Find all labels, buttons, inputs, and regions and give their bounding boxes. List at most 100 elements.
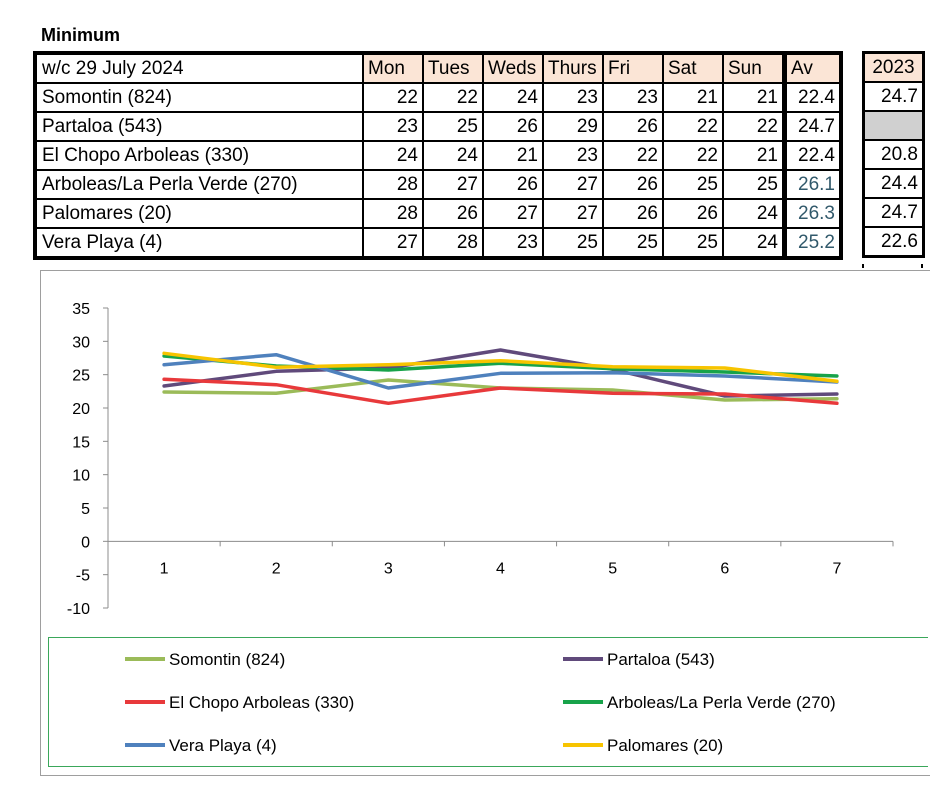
legend-item: Vera Playa (4): [125, 736, 277, 756]
y-tick-label: 35: [72, 301, 90, 318]
legend-item: Somontin (824): [125, 650, 285, 670]
average-cell: 26.1: [784, 169, 842, 200]
year-row: [862, 110, 925, 141]
temperature-cell: 25: [422, 111, 484, 142]
av-row: 22.4: [784, 140, 842, 171]
temperature-cell: 24: [362, 140, 424, 171]
legend-swatch: [563, 656, 603, 661]
x-tick-label: 6: [720, 560, 729, 577]
temperature-cell: 26: [602, 169, 664, 200]
legend-label: Vera Playa (4): [169, 736, 277, 755]
temperature-cell: 23: [482, 227, 544, 259]
week-label: w/c 29 July 2024: [34, 52, 364, 84]
y-tick-label: 0: [81, 534, 90, 551]
table-row: Partaloa (543) 23 25 26 29 26 22 22: [34, 111, 785, 142]
legend-item: El Chopo Arboleas (330): [125, 693, 354, 713]
temperature-cell: 26: [602, 198, 664, 229]
day-header: Sun: [722, 52, 785, 84]
table-header-row: w/c 29 July 2024 Mon Tues Weds Thurs Fri Sat Su…: [34, 52, 785, 84]
av-row: 22.4: [784, 82, 842, 113]
series-line-2: [162, 377, 839, 406]
temperature-cell: 23: [542, 140, 604, 171]
temperature-cell: 26: [662, 198, 724, 229]
x-tick-label: 4: [496, 560, 505, 577]
temperature-cell: 23: [362, 111, 424, 142]
y-tick-label: 10: [72, 468, 90, 485]
y-tick-label: 30: [72, 334, 90, 351]
table-row: Palomares (20) 28 26 27 27 26 26 24: [34, 198, 785, 229]
av-row: 24.7: [784, 111, 842, 142]
x-tick-label: 5: [608, 560, 617, 577]
x-tick-label: 7: [832, 560, 841, 577]
av-header-row: Av: [784, 52, 842, 84]
table-row: El Chopo Arboleas (330) 24 24 21 23 22 22 21: [34, 140, 785, 171]
legend-swatch: [563, 699, 603, 704]
y-tick-label: 5: [81, 501, 90, 518]
station-name: Arboleas/La Perla Verde (270): [34, 169, 364, 200]
y-tick-label: 15: [72, 434, 90, 451]
day-header: Mon: [362, 52, 424, 84]
day-header: Thurs: [542, 52, 604, 84]
temperature-cell: 22: [362, 82, 424, 113]
temperature-cell: 28: [362, 198, 424, 229]
previous-year-table-tail: [862, 264, 923, 268]
series-line-1: [162, 348, 839, 398]
day-header: Tues: [422, 52, 484, 84]
x-tick-label: 2: [272, 560, 281, 577]
temperature-cell: 25: [542, 227, 604, 259]
temperature-cell: 25: [662, 169, 724, 200]
series-line-4: [162, 352, 839, 390]
x-tick-label: 3: [384, 560, 393, 577]
temperature-cell: 27: [362, 227, 424, 259]
legend-label: Somontin (824): [169, 650, 286, 669]
chart-legend: Somontin (824) Partaloa (543) El Chopo Arb…: [48, 637, 928, 767]
y-tick-label: -10: [67, 601, 90, 618]
legend-item: Palomares (20): [563, 736, 723, 756]
table-row: Somontin (824) 22 22 24 23 23 21 21: [34, 82, 785, 113]
previous-year-cell: 24.7: [862, 81, 925, 112]
temperature-cell: 22: [662, 111, 724, 142]
day-header: Fri: [602, 52, 664, 84]
legend-label: Partaloa (543): [607, 650, 715, 669]
legend-swatch: [125, 699, 165, 704]
previous-year-cell: [862, 110, 925, 141]
day-header: Sat: [662, 52, 724, 84]
year-header-row: 2023: [862, 51, 925, 83]
temperature-cell: 23: [542, 82, 604, 113]
temperature-cell: 22: [602, 140, 664, 171]
temperature-cell: 26: [482, 169, 544, 200]
year-row: 24.7: [862, 197, 925, 228]
x-tick-label: 1: [160, 560, 169, 577]
av-row: 25.2: [784, 227, 842, 259]
temperature-cell: 21: [662, 82, 724, 113]
table-row: Arboleas/La Perla Verde (270) 28 27 26 27 26 2…: [34, 169, 785, 200]
temperature-cell: 27: [542, 198, 604, 229]
temperature-cell: 21: [482, 140, 544, 171]
temperature-cell: 21: [722, 82, 785, 113]
temperature-cell: 28: [362, 169, 424, 200]
y-tick-label: -5: [76, 568, 90, 585]
temperature-cell: 25: [722, 169, 785, 200]
av-row: 26.1: [784, 169, 842, 200]
year-row: 20.8: [862, 139, 925, 170]
legend-label: Palomares (20): [607, 736, 724, 755]
chart-frame: [40, 270, 930, 776]
av-header: Av: [784, 52, 842, 84]
average-cell: 22.4: [784, 82, 842, 113]
year-row: 24.4: [862, 168, 925, 199]
temperature-cell: 22: [662, 140, 724, 171]
station-name: Partaloa (543): [34, 111, 364, 142]
station-name: Vera Playa (4): [34, 227, 364, 259]
legend-swatch: [563, 742, 603, 747]
average-cell: 22.4: [784, 140, 842, 171]
temperature-cell: 22: [422, 82, 484, 113]
year-row: 22.6: [862, 226, 925, 258]
temperature-cell: 28: [422, 227, 484, 259]
day-header: Weds: [482, 52, 544, 84]
legend-label: El Chopo Arboleas (330): [169, 693, 355, 712]
temperature-cell: 22: [722, 111, 785, 142]
station-name: Somontin (824): [34, 82, 364, 113]
temperature-cell: 26: [422, 198, 484, 229]
average-cell: 25.2: [784, 227, 842, 259]
